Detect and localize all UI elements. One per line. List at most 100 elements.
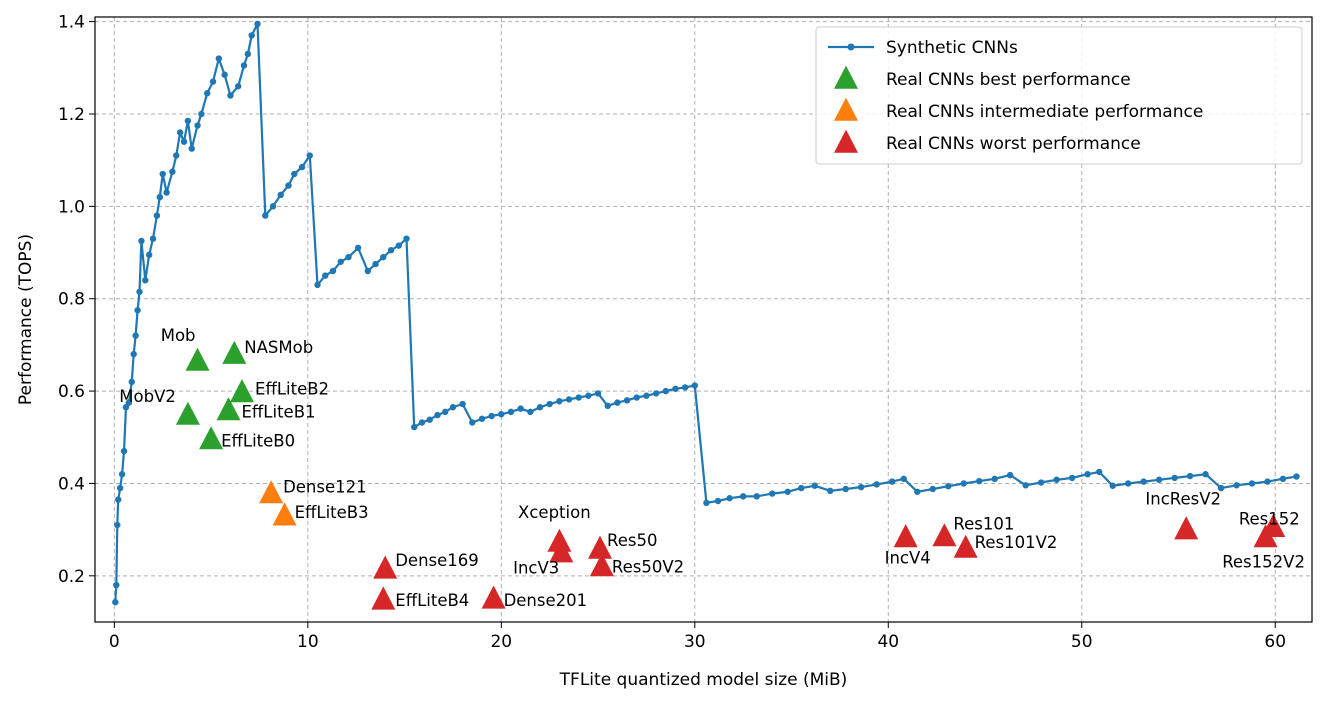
x-tick-label: 20	[490, 632, 512, 652]
synthetic-cnn-point	[945, 483, 952, 490]
synthetic-cnn-point	[198, 110, 205, 118]
y-tick-label: 0.8	[58, 290, 85, 310]
synthetic-cnn-point	[354, 244, 362, 252]
synthetic-cnn-point	[434, 411, 441, 419]
cnn-label: EffLiteB0	[221, 432, 295, 451]
synthetic-cnn-point	[173, 152, 180, 159]
synthetic-cnn-point	[1248, 480, 1256, 487]
synthetic-cnn-point	[652, 390, 660, 397]
cnn-marker-res50v2	[589, 553, 614, 577]
synthetic-cnn-point	[739, 493, 747, 500]
y-tick-label: 1.2	[58, 105, 85, 125]
synthetic-cnn-point	[784, 488, 791, 495]
y-tick-label: 1.4	[58, 13, 85, 33]
synthetic-cnn-point	[498, 410, 505, 418]
legend-dot-swatch	[847, 43, 855, 51]
synthetic-cnn-point	[329, 267, 337, 275]
synthetic-cnn-point	[478, 415, 486, 422]
synthetic-cnn-point	[681, 384, 689, 391]
cnn-marker-mobv2	[175, 401, 200, 425]
synthetic-cnn-point	[976, 477, 983, 485]
synthetic-cnn-point	[594, 390, 602, 397]
real-cnn-markers	[175, 340, 1286, 610]
synthetic-cnn-point	[364, 267, 372, 275]
synthetic-cnn-point	[1140, 478, 1147, 485]
cnn-label: Res101V2	[975, 533, 1058, 552]
synthetic-cnn-point	[1155, 476, 1163, 483]
synthetic-cnn-point	[132, 332, 139, 339]
synthetic-cnn-point	[128, 378, 135, 386]
y-tick-label: 0.6	[58, 382, 85, 402]
synthetic-cnn-point	[565, 396, 573, 403]
synthetic-cnn-point	[184, 117, 192, 125]
cnn-marker-res101v2	[953, 534, 978, 558]
legend-triangle-best	[834, 65, 858, 89]
synthetic-cnn-point	[227, 92, 234, 99]
synthetic-cnn-point	[488, 412, 495, 420]
synthetic-cnn-point	[306, 152, 313, 159]
cnn-label: EffLiteB1	[242, 402, 316, 421]
synthetic-cnn-point	[1068, 474, 1076, 482]
cnn-marker-xception	[547, 528, 572, 552]
cnn-marker-mob	[185, 347, 210, 371]
cnn-label: MobV2	[119, 387, 176, 406]
cnn-label: Xception	[518, 503, 591, 522]
cnn-label: NASMob	[244, 338, 313, 357]
synthetic-cnn-point	[604, 402, 611, 410]
legend-entry-best: Real CNNs best performance	[886, 70, 1131, 90]
synthetic-cnn-point	[387, 247, 395, 254]
legend-entry-synthetic: Synthetic CNNs	[886, 38, 1018, 58]
synthetic-cnn-point	[204, 90, 211, 97]
synthetic-cnn-point	[449, 404, 457, 411]
x-tick-label: 10	[297, 632, 319, 652]
synthetic-cnn-point	[115, 496, 122, 503]
cnn-marker-effliteb3	[272, 502, 297, 526]
synthetic-cnn-point	[395, 242, 402, 249]
synthetic-cnn-point	[442, 408, 449, 416]
synthetic-cnn-point	[1279, 475, 1287, 483]
cnn-marker-res50	[588, 535, 612, 559]
synthetic-cnn-point	[900, 475, 907, 483]
cnn-label: Res50	[607, 531, 657, 550]
synthetic-cnn-point	[269, 203, 277, 210]
synthetic-cnn-point	[130, 350, 137, 358]
synthetic-cnn-point	[125, 399, 133, 406]
synthetic-cnn-point	[176, 129, 184, 136]
synthetic-cnn-point	[714, 497, 722, 505]
cnn-label: EffLiteB3	[295, 503, 369, 522]
synthetic-cnn-point	[753, 493, 760, 500]
y-tick-label: 0.2	[58, 567, 85, 587]
synthetic-cnn-point	[248, 32, 255, 39]
synthetic-cnn-point	[254, 20, 261, 28]
point-labels: Mob NASMob MobV2 EffLiteB2 EffLiteB1 EffLiteB…	[119, 326, 1305, 610]
synthetic-cnn-point	[1022, 482, 1029, 489]
synthetic-cnn-point	[244, 50, 252, 58]
synthetic-cnn-point	[169, 168, 176, 175]
cnn-label: Dense201	[504, 591, 588, 610]
synthetic-cnn-point	[411, 423, 418, 431]
synthetic-cnn-point	[991, 475, 998, 483]
x-tick-label: 50	[1071, 632, 1093, 652]
synthetic-cnn-point	[1109, 482, 1116, 489]
cnn-marker-incv3	[549, 539, 574, 563]
y-tick-label: 1.0	[58, 197, 85, 217]
synthetic-cnn-point	[614, 399, 621, 406]
x-axis-label: TFLite quantized model size (MiB)	[559, 670, 848, 690]
synthetic-cnn-point	[703, 499, 710, 507]
legend-box	[815, 26, 1303, 165]
cnn-label: EffLiteB4	[395, 591, 469, 610]
synthetic-cnn-point	[291, 170, 298, 178]
synthetic-cnn-point	[662, 387, 669, 395]
synthetic-cnn-point	[643, 392, 650, 399]
synthetic-cnn-point	[156, 193, 164, 201]
synthetic-cnn-point	[672, 385, 679, 392]
y-tick-label: 0.4	[58, 474, 85, 494]
synthetic-cnn-point	[827, 487, 834, 495]
synthetic-cnn-point	[873, 481, 880, 488]
cnn-marker-dense121	[259, 480, 284, 504]
cnn-label: Mob	[161, 326, 196, 345]
cnn-marker-effliteb0	[199, 426, 224, 450]
cnn-label: IncResV2	[1145, 490, 1221, 509]
synthetic-cnn-point	[114, 521, 121, 529]
synthetic-cnn-point	[163, 189, 170, 196]
